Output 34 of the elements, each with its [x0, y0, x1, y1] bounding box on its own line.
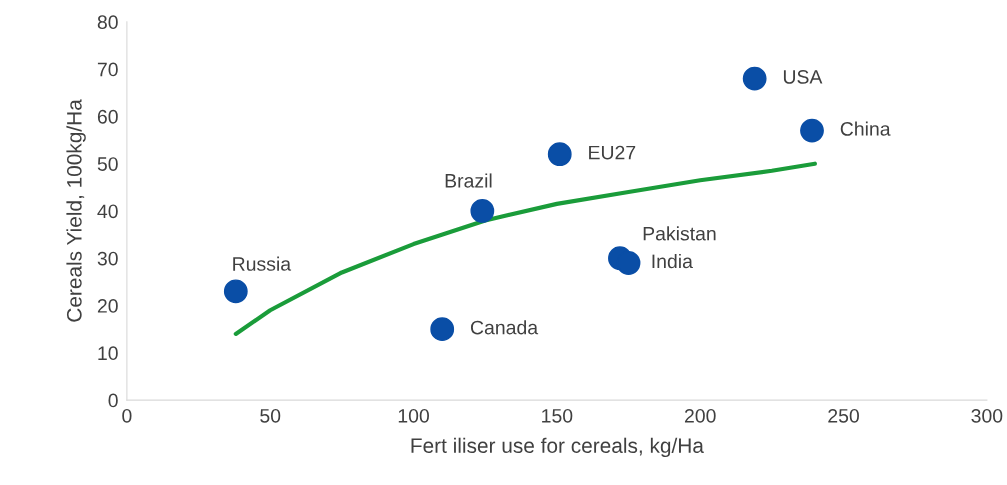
x-axis-title: Fert iliser use for cereals, kg/Ha — [411, 437, 704, 458]
y-tick-label: 30 — [97, 251, 118, 266]
x-tick-label: 0 — [122, 408, 132, 423]
x-tick-label: 100 — [398, 408, 429, 423]
y-tick-label: 50 — [97, 157, 118, 171]
y-tick-label: 70 — [97, 62, 118, 77]
x-tick-label: 300 — [971, 408, 1003, 423]
annotation: Russia — [233, 256, 292, 271]
y-tick-label: 20 — [97, 299, 118, 313]
point — [800, 118, 824, 143]
annotation: India — [652, 253, 693, 269]
point — [547, 142, 572, 167]
point — [223, 279, 248, 304]
annotation: China — [840, 121, 891, 136]
y-tick-label: 0 — [108, 393, 118, 408]
line-series — [233, 161, 817, 337]
x-tick-label: 50 — [260, 408, 281, 423]
point — [430, 317, 455, 342]
y-tick-label: 10 — [98, 346, 118, 361]
x-tick-label: 150 — [542, 408, 573, 423]
annotation: Canada — [470, 320, 539, 335]
annotation: Pakistan — [643, 226, 716, 241]
point — [742, 66, 767, 91]
annotation: EU27 — [589, 145, 636, 160]
point — [470, 199, 495, 223]
y-axis-title: Cereals Yield, 100kg/Ha — [66, 99, 86, 322]
x-tick-label: 250 — [828, 408, 859, 423]
point — [616, 251, 641, 275]
x-tick-label: 200 — [684, 408, 716, 423]
y-tick-label: 80 — [97, 15, 118, 30]
y-tick-label: 60 — [97, 109, 118, 124]
annotation: USA — [783, 70, 823, 84]
y-tick-label: 40 — [97, 204, 118, 219]
annotation: Brazil — [445, 173, 492, 188]
